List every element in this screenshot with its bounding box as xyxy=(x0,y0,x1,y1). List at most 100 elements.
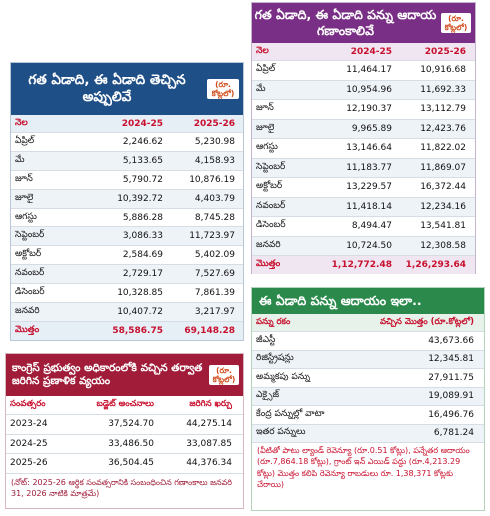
table-row: ఏప్రిల్ 11,464.17 10,916.68 xyxy=(252,61,475,81)
table-row: నవంబర్ 11,418.14 12,234.16 xyxy=(252,197,475,217)
month-cell: నవంబర్ xyxy=(256,200,286,211)
table-row: సెప్టెంబర్ 3,086.33 11,723.97 xyxy=(11,227,243,247)
value-2024-25: 2,584.69 xyxy=(122,250,163,261)
budget-value: 33,486.50 xyxy=(108,438,154,449)
month-cell: డిసెంబర్ xyxy=(15,287,45,298)
table-row: ఏప్రిల్ 2,246.62 5,230.98 xyxy=(11,133,243,152)
tax-breakdown-note: (వీటితో పాటు ల్యాండ్ రెవెన్యూ (రూ.0.51 క… xyxy=(257,446,470,490)
value-2024-25: 2,246.62 xyxy=(122,136,163,147)
tax-revenue-rows: ఏప్రిల్ 11,464.17 10,916.68 మే 10,954.96 11,6… xyxy=(252,61,475,256)
tax-type-cell: జీఎస్టీ xyxy=(256,334,276,345)
tax-type-cell: అమ్మకపు పన్ను xyxy=(256,371,310,382)
value-2024-25: 13,146.64 xyxy=(346,143,392,154)
tax-revenue-total-row: మొత్తం 1,12,772.48 1,26,293.64 xyxy=(252,256,475,274)
table-row: ఆగస్టు 13,146.64 11,822.02 xyxy=(252,139,475,159)
tax-type-cell: ఎక్సైజ్ xyxy=(256,390,280,401)
tax-revenue-column-headers: నెల 2024-25 2025-26 xyxy=(252,43,475,61)
total-2025-26: 1,26,293.64 xyxy=(405,260,466,270)
value-2024-25: 12,190.37 xyxy=(346,104,392,115)
value-2025-26: 7,861.39 xyxy=(194,288,235,299)
plan-expenditure-unit-badge: (రూ. కోట్లలో) xyxy=(209,365,239,385)
budget-value: 37,524.70 xyxy=(108,419,154,430)
value-2025-26: 12,234.16 xyxy=(420,201,466,212)
plan-expenditure-rows: 2023-24 37,524.70 44,275.14 2024-25 33,486.5… xyxy=(6,415,243,474)
table-row: జనవరి 10,407.72 3,217.97 xyxy=(11,303,243,322)
value-2024-25: 10,954.96 xyxy=(346,84,392,95)
col-year: సంవత్సరం xyxy=(10,399,46,409)
borrowings-rows: ఏప్రిల్ 2,246.62 5,230.98 మే 5,133.65 4,158.9… xyxy=(11,133,243,322)
value-2025-26: 4,403.79 xyxy=(194,193,235,204)
month-cell: నవంబర్ xyxy=(15,268,45,279)
plan-expenditure-header: కాంగ్రెస్ ప్రభుత్వం అధికారంలోకి వచ్చిన త… xyxy=(6,354,243,396)
month-cell: జనవరి xyxy=(256,239,281,250)
amount-cell: 16,496.76 xyxy=(428,409,474,420)
value-2025-26: 11,822.02 xyxy=(420,143,466,154)
table-row: అక్టోబర్ 2,584.69 5,402.09 xyxy=(11,246,243,266)
table-row: రిజిస్ట్రేషన్లు 12,345.81 xyxy=(252,350,484,369)
col-amount: వచ్చిన మొత్తం (రూ.కోట్లలో) xyxy=(379,316,474,327)
col-actual-expenditure: జరిగిన ఖర్చు xyxy=(189,399,232,409)
borrowings-column-headers: నెల 2024-25 2025-26 xyxy=(11,115,243,133)
value-2024-25: 5,133.65 xyxy=(122,155,163,166)
value-2025-26: 3,217.97 xyxy=(194,306,235,317)
budget-value: 36,504.45 xyxy=(108,458,154,469)
table-row: అక్టోబర్ 13,229.57 16,372.44 xyxy=(252,178,475,198)
value-2025-26: 5,402.09 xyxy=(194,250,235,261)
month-cell: మే xyxy=(15,154,25,165)
month-cell: జనవరి xyxy=(15,305,40,316)
amount-cell: 43,673.66 xyxy=(428,335,474,346)
month-cell: ఏప్రిల్ xyxy=(15,135,35,146)
table-row: సెప్టెంబర్ 11,183.77 11,869.07 xyxy=(252,158,475,178)
total-2024-25: 1,12,772.48 xyxy=(331,260,392,270)
col-2024-25: 2024-25 xyxy=(350,46,392,57)
table-row: 2024-25 33,486.50 33,087.85 xyxy=(6,435,243,454)
total-2025-26: 69,148.28 xyxy=(184,325,235,336)
table-row: నవంబర్ 2,729.17 7,527.69 xyxy=(11,265,243,285)
table-row: అమ్మకపు పన్ను 27,911.75 xyxy=(252,369,484,388)
value-2024-25: 8,494.47 xyxy=(351,221,392,232)
amount-cell: 12,345.81 xyxy=(428,354,474,365)
table-row: డిసెంబర్ 10,328.85 7,861.39 xyxy=(11,284,243,304)
tax-revenue-unit-badge: (రూ. కోట్లలో) xyxy=(441,13,471,33)
table-row: 2023-24 37,524.70 44,275.14 xyxy=(6,415,243,435)
value-2025-26: 5,230.98 xyxy=(194,136,235,147)
value-2025-26: 7,527.69 xyxy=(194,269,235,280)
year-cell: 2023-24 xyxy=(10,419,48,430)
amount-cell: 19,089.91 xyxy=(428,391,474,402)
month-cell: ఆగస్టు xyxy=(256,142,278,153)
month-cell: జూన్ xyxy=(15,173,33,184)
value-2024-25: 9,965.89 xyxy=(351,123,392,134)
amount-cell: 6,781.24 xyxy=(433,428,474,439)
value-2025-26: 4,158.93 xyxy=(194,155,235,166)
plan-expenditure-note: (నోట్: 2025-26 ఆర్థిక సంవత్సరానికి సంబంధ… xyxy=(11,477,233,499)
col-budget-estimates: బడ్జెట్ అంచనాలు xyxy=(96,399,154,409)
value-2025-26: 11,692.33 xyxy=(420,84,466,95)
table-row: 2025-26 36,504.45 44,376.34 xyxy=(6,454,243,474)
plan-expenditure-column-headers: సంవత్సరం బడ్జెట్ అంచనాలు జరిగిన ఖర్చు xyxy=(6,396,243,415)
value-2024-25: 10,407.72 xyxy=(117,306,163,317)
tax-type-cell: రిజిస్ట్రేషన్లు xyxy=(256,353,294,364)
tax-breakdown-title: ఈ ఏడాది పన్ను ఆదాయం ఇలా.. xyxy=(259,293,422,309)
total-label: మొత్తం xyxy=(15,324,40,335)
value-2024-25: 10,724.50 xyxy=(346,240,392,251)
value-2025-26: 10,916.68 xyxy=(420,65,466,76)
tax-breakdown-header: ఈ ఏడాది పన్ను ఆదాయం ఇలా.. xyxy=(252,288,484,314)
month-cell: అక్టోబర్ xyxy=(15,249,42,260)
value-2025-26: 16,372.44 xyxy=(420,182,466,193)
table-row: జీఎస్టీ 43,673.66 xyxy=(252,332,484,351)
year-cell: 2025-26 xyxy=(10,458,48,469)
tax-revenue-table-header: గత ఏడాది, ఈ ఏడాది పన్ను ఆదాయ గణాంకాలివే … xyxy=(252,3,475,43)
table-row: ఆగస్టు 5,886.28 8,745.28 xyxy=(11,209,243,228)
value-2025-26: 13,112.79 xyxy=(420,104,466,115)
actual-value: 44,376.34 xyxy=(186,458,232,469)
table-row: డిసెంబర్ 8,494.47 13,541.81 xyxy=(252,217,475,237)
tax-breakdown-rows: జీఎస్టీ 43,673.66 రిజిస్ట్రేషన్లు 12,345.81… xyxy=(252,332,484,443)
value-2024-25: 11,464.17 xyxy=(346,65,392,76)
table-row: జూన్ 12,190.37 13,112.79 xyxy=(252,100,475,120)
table-row: ఇతర పన్నులు 6,781.24 xyxy=(252,424,484,443)
month-cell: సెప్టెంబర్ xyxy=(256,161,286,172)
borrowings-table-header: గత ఏడాది, ఈ ఏడాది తెచ్చిన అప్పులివే (రూ.… xyxy=(11,63,243,115)
total-2024-25: 58,586.75 xyxy=(112,325,163,336)
actual-value: 44,275.14 xyxy=(186,419,232,430)
month-cell: ఆగస్టు xyxy=(15,211,37,222)
